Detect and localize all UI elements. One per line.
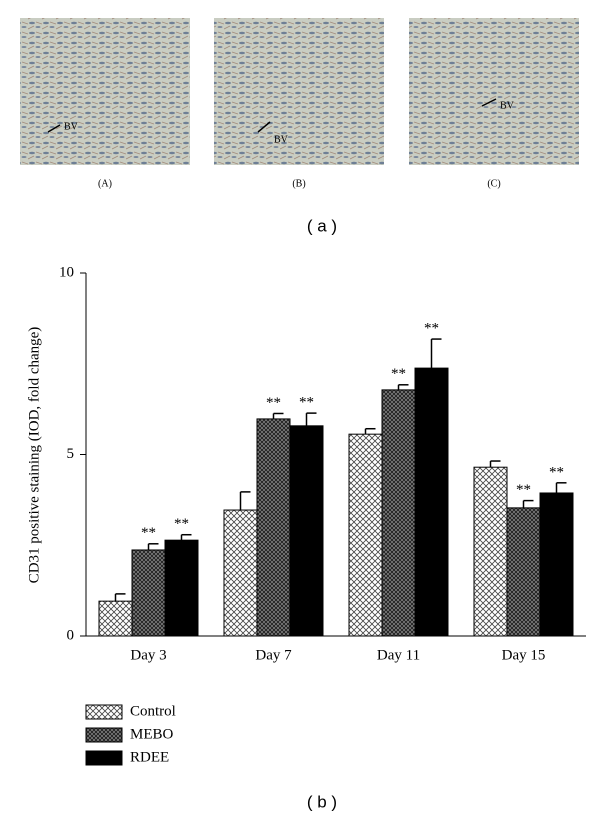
caption: ( a ) xyxy=(307,216,337,235)
bar xyxy=(539,492,574,637)
y-tick-label: 10 xyxy=(59,264,74,280)
micrograph xyxy=(214,18,384,165)
y-tick-label: 0 xyxy=(67,627,75,643)
micrograph xyxy=(20,18,190,165)
significance: ** xyxy=(266,395,281,411)
panel-label: (C) xyxy=(487,178,500,189)
significance: ** xyxy=(299,395,314,411)
significance: ** xyxy=(516,482,531,498)
annotation: BV xyxy=(274,134,289,145)
arrow xyxy=(47,98,497,133)
x-tick-label: Day 11 xyxy=(377,647,420,663)
legend-swatch xyxy=(85,704,123,720)
significance: ** xyxy=(549,464,564,480)
bar xyxy=(414,367,449,637)
bar xyxy=(131,549,166,637)
x-tick-label: Day 15 xyxy=(502,647,546,663)
annotation: BV xyxy=(64,121,79,132)
legend-swatch xyxy=(85,750,123,766)
micrograph xyxy=(409,18,579,165)
x-tick-label: Day 3 xyxy=(130,647,166,663)
bar xyxy=(164,539,199,637)
significance: ** xyxy=(424,321,439,337)
micrographs: BV BV BV (A) (B) (C) xyxy=(20,18,579,189)
panel-label: (A) xyxy=(98,178,112,189)
bar xyxy=(506,507,541,637)
x-tick-label: Day 7 xyxy=(255,647,292,663)
annotation: BV xyxy=(500,100,515,111)
panel-label: (B) xyxy=(292,178,305,189)
legend-label: RDEE xyxy=(130,749,169,765)
legend-label: MEBO xyxy=(130,726,174,742)
bar xyxy=(348,433,383,637)
bar xyxy=(381,389,416,637)
significance: ** xyxy=(141,525,156,541)
bar xyxy=(223,509,258,637)
bar xyxy=(98,600,133,637)
caption: ( b ) xyxy=(307,792,337,811)
y-tick-label: 5 xyxy=(67,446,75,462)
legend-label: Control xyxy=(130,703,176,719)
bar xyxy=(289,425,324,637)
significance: ** xyxy=(391,366,406,382)
bar xyxy=(256,418,291,637)
legend-swatch xyxy=(85,727,123,743)
significance: ** xyxy=(174,516,189,532)
bar xyxy=(473,466,508,637)
y-axis-label: CD31 positive staining (IOD, fold change… xyxy=(26,327,42,584)
